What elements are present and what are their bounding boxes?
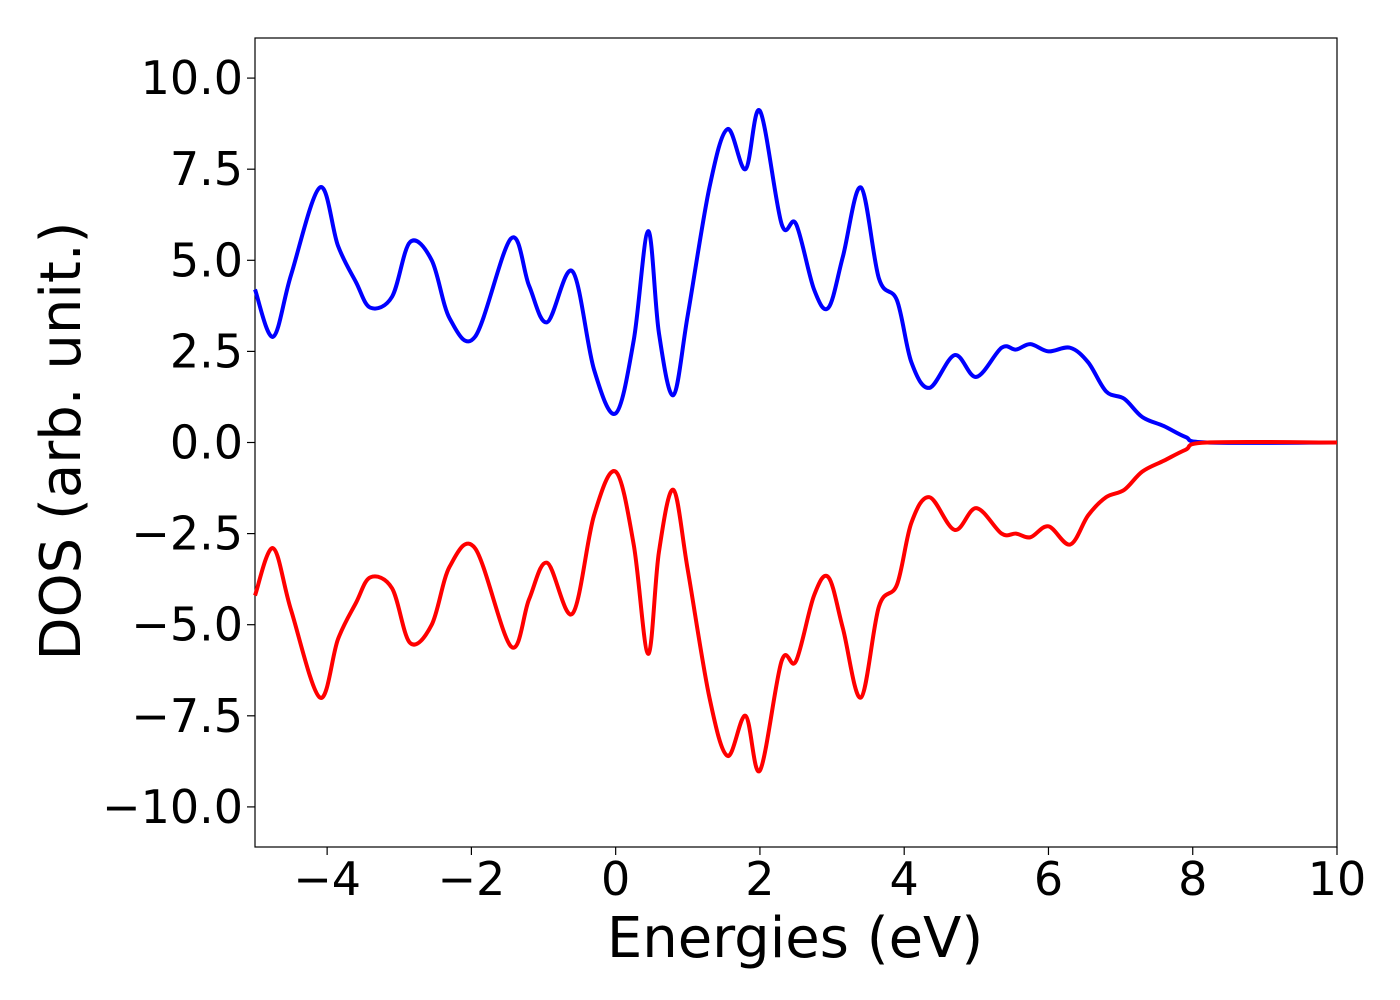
x-tick-label: 8 xyxy=(1178,852,1207,906)
y-tick-label: 0.0 xyxy=(170,416,243,470)
series-line-1 xyxy=(253,108,1338,445)
plot-frame xyxy=(254,37,1338,848)
series-line-2 xyxy=(253,439,1338,774)
y-tick-label: 2.5 xyxy=(170,324,243,378)
y-tick-label: −2.5 xyxy=(131,507,243,561)
x-axis: −4 −2 0 2 4 6 8 10 xyxy=(293,847,1366,906)
y-tick-label: −5.0 xyxy=(131,598,243,652)
x-tick-label: −2 xyxy=(437,852,505,906)
y-tick-label: −10.0 xyxy=(102,780,243,834)
y-axis: −10.0 −7.5 −5.0 −2.5 0.0 2.5 5.0 7.5 10.0 xyxy=(102,51,255,834)
y-tick-label: 10.0 xyxy=(141,51,243,105)
plot-area xyxy=(254,37,1338,848)
x-tick-label: 2 xyxy=(745,852,774,906)
x-tick-label: −4 xyxy=(293,852,361,906)
series-layer xyxy=(253,108,1338,774)
y-tick-label: −7.5 xyxy=(131,689,243,743)
x-tick-label: 6 xyxy=(1034,852,1063,906)
y-axis-title: DOS (arb. unit.) xyxy=(29,221,94,660)
y-tick-label: 5.0 xyxy=(170,233,243,287)
x-tick-label: 0 xyxy=(601,852,630,906)
x-tick-label: 4 xyxy=(890,852,919,906)
x-tick-label: 10 xyxy=(1308,852,1367,906)
y-tick-label: 7.5 xyxy=(170,142,243,196)
x-axis-title: Energies (eV) xyxy=(607,906,983,971)
